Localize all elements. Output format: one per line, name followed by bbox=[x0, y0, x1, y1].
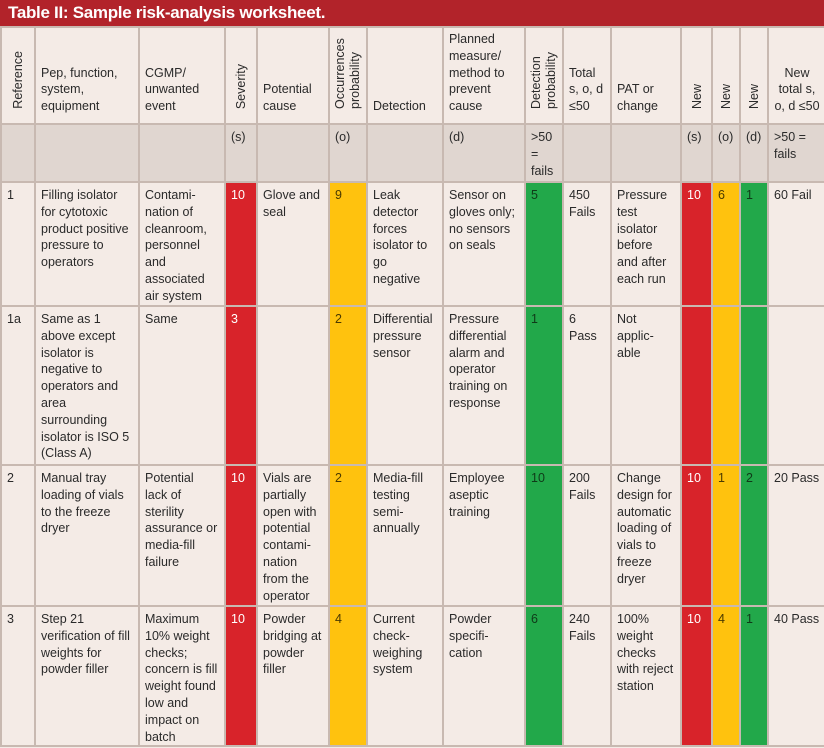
cell-new-s: 10 bbox=[680, 604, 713, 748]
header-new-o: New bbox=[711, 26, 741, 125]
header-total: Total s, o, d ≤50 bbox=[562, 26, 612, 125]
cell-detection-probability: 6 bbox=[524, 604, 564, 748]
header-new-total: New total s, o, d ≤50 bbox=[767, 26, 824, 125]
subheader-new-o: (o) bbox=[711, 123, 741, 183]
subheader-empty bbox=[138, 123, 226, 183]
cell-new-d bbox=[739, 305, 769, 466]
header-reference: Reference bbox=[0, 26, 36, 125]
cell-cgmp: Maximum 10% weight checks; concern is fi… bbox=[138, 604, 226, 748]
cell-cgmp: Same bbox=[138, 305, 226, 466]
subheader-empty bbox=[610, 123, 682, 183]
cell-total: 6 Pass bbox=[562, 305, 612, 466]
cell-new-d: 1 bbox=[739, 604, 769, 748]
cell-new-o: 1 bbox=[711, 464, 741, 607]
cell-detection: Leak detector forces isolator to go nega… bbox=[366, 181, 444, 307]
subheader-row: (s) (o) (d) >50 = fails (s) (o) (d) >50 … bbox=[0, 123, 824, 183]
table-row: 1 Filling isolator for cytotoxic product… bbox=[0, 181, 824, 307]
cell-total: 450 Fails bbox=[562, 181, 612, 307]
cell-reference: 1 bbox=[0, 181, 36, 307]
cell-cause: Glove and seal bbox=[256, 181, 330, 307]
subheader-new-s: (s) bbox=[680, 123, 713, 183]
cell-new-total: 20 Pass bbox=[767, 464, 824, 607]
cell-cause: Vials are partially open with potential … bbox=[256, 464, 330, 607]
cell-pat: Pressure test isolator before and after … bbox=[610, 181, 682, 307]
cell-pep: Same as 1 above except isolator is negat… bbox=[34, 305, 140, 466]
cell-occurrence: 2 bbox=[328, 305, 368, 466]
cell-occurrence: 2 bbox=[328, 464, 368, 607]
subheader-empty bbox=[562, 123, 612, 183]
cell-new-s: 10 bbox=[680, 181, 713, 307]
cell-cgmp: Contami-nation of cleanroom, personnel a… bbox=[138, 181, 226, 307]
subheader-new-total: >50 = fails bbox=[767, 123, 824, 183]
header-planned: Planned measure/ method to prevent cause bbox=[442, 26, 526, 125]
header-new-s: New bbox=[680, 26, 713, 125]
cell-new-total: 60 Fail bbox=[767, 181, 824, 307]
cell-pep: Manual tray loading of vials to the free… bbox=[34, 464, 140, 607]
subheader-empty bbox=[34, 123, 140, 183]
table-row: 3 Step 21 verification of fill weights f… bbox=[0, 604, 824, 748]
cell-new-o bbox=[711, 305, 741, 466]
header-pep: Pep, function, system, equipment bbox=[34, 26, 140, 125]
cell-reference: 2 bbox=[0, 464, 36, 607]
subheader-empty bbox=[0, 123, 36, 183]
cell-new-s bbox=[680, 305, 713, 466]
subheader-severity: (s) bbox=[224, 123, 258, 183]
cell-severity: 10 bbox=[224, 181, 258, 307]
cell-new-o: 4 bbox=[711, 604, 741, 748]
cell-cause bbox=[256, 305, 330, 466]
cell-cgmp: Potential lack of sterility assurance or… bbox=[138, 464, 226, 607]
table-row: 1a Same as 1 above except isolator is ne… bbox=[0, 305, 824, 466]
cell-new-o: 6 bbox=[711, 181, 741, 307]
cell-detection-probability: 5 bbox=[524, 181, 564, 307]
header-cgmp: CGMP/ unwanted event bbox=[138, 26, 226, 125]
cell-total: 240 Fails bbox=[562, 604, 612, 748]
cell-detection-probability: 1 bbox=[524, 305, 564, 466]
cell-total: 200 Fails bbox=[562, 464, 612, 607]
risk-analysis-table: Reference Pep, function, system, equipme… bbox=[0, 26, 824, 748]
cell-new-d: 1 bbox=[739, 181, 769, 307]
cell-occurrence: 9 bbox=[328, 181, 368, 307]
cell-pep: Filling isolator for cytotoxic product p… bbox=[34, 181, 140, 307]
cell-pat: 100% weight checks with reject station bbox=[610, 604, 682, 748]
cell-pat: Not applic-able bbox=[610, 305, 682, 466]
cell-planned: Sensor on gloves only; no sensors on sea… bbox=[442, 181, 526, 307]
header-new-d: New bbox=[739, 26, 769, 125]
subheader-empty bbox=[366, 123, 444, 183]
cell-severity: 3 bbox=[224, 305, 258, 466]
cell-cause: Powder bridging at powder filler bbox=[256, 604, 330, 748]
cell-reference: 1a bbox=[0, 305, 36, 466]
header-potential-cause: Potential cause bbox=[256, 26, 330, 125]
table-title: Table II: Sample risk-analysis worksheet… bbox=[0, 0, 824, 26]
cell-new-d: 2 bbox=[739, 464, 769, 607]
header-detection: Detection bbox=[366, 26, 444, 125]
cell-detection: Differential pressure sensor bbox=[366, 305, 444, 466]
cell-planned: Employee aseptic training bbox=[442, 464, 526, 607]
cell-detection: Media-fill testing semi-annually bbox=[366, 464, 444, 607]
header-pat: PAT or change bbox=[610, 26, 682, 125]
subheader-occurrences: (o) bbox=[328, 123, 368, 183]
subheader-new-d: (d) bbox=[739, 123, 769, 183]
table-row: 2 Manual tray loading of vials to the fr… bbox=[0, 464, 824, 607]
cell-new-s: 10 bbox=[680, 464, 713, 607]
cell-detection-probability: 10 bbox=[524, 464, 564, 607]
subheader-detection-probability: >50 = fails bbox=[524, 123, 564, 183]
cell-new-total bbox=[767, 305, 824, 466]
header-row: Reference Pep, function, system, equipme… bbox=[0, 26, 824, 125]
cell-planned: Powder specifi-cation bbox=[442, 604, 526, 748]
cell-pat: Change design for automatic loading of v… bbox=[610, 464, 682, 607]
cell-severity: 10 bbox=[224, 464, 258, 607]
cell-reference: 3 bbox=[0, 604, 36, 748]
cell-severity: 10 bbox=[224, 604, 258, 748]
subheader-empty bbox=[256, 123, 330, 183]
cell-detection: Current check-weighing system bbox=[366, 604, 444, 748]
cell-new-total: 40 Pass bbox=[767, 604, 824, 748]
cell-pep: Step 21 verification of fill weights for… bbox=[34, 604, 140, 748]
header-detection-probability: Detection probability bbox=[524, 26, 564, 125]
subheader-planned: (d) bbox=[442, 123, 526, 183]
cell-occurrence: 4 bbox=[328, 604, 368, 748]
header-occurrences: Occurrences probability bbox=[328, 26, 368, 125]
header-severity: Severity bbox=[224, 26, 258, 125]
cell-planned: Pressure differential alarm and operator… bbox=[442, 305, 526, 466]
